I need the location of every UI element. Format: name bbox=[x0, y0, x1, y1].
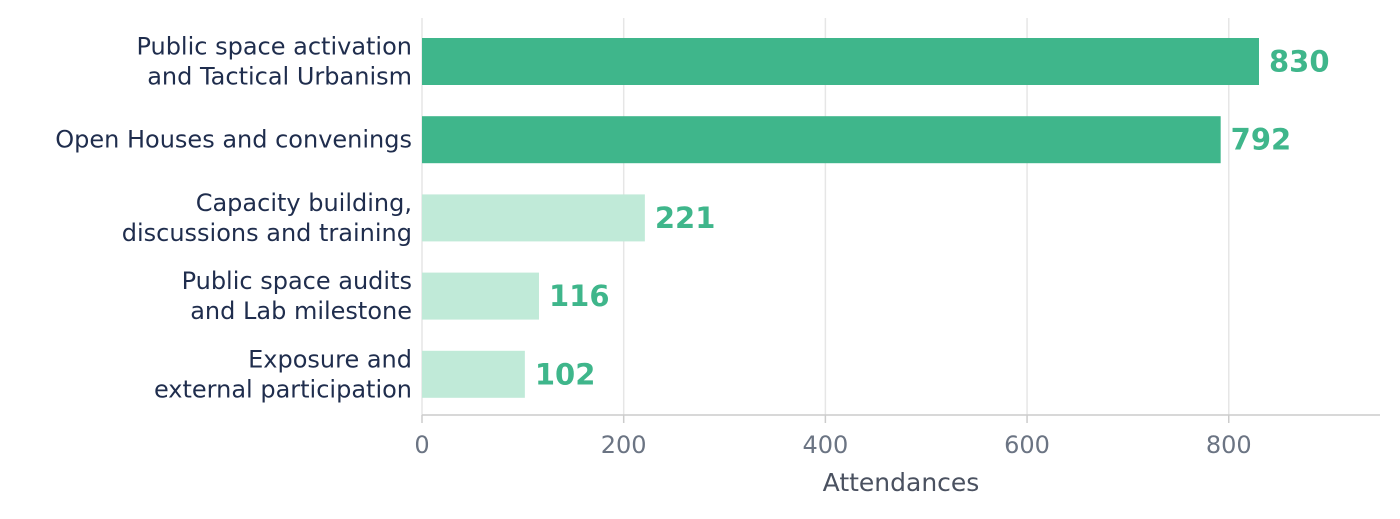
x-tick-label: 200 bbox=[601, 431, 647, 459]
category-label: Capacity building, bbox=[196, 189, 412, 217]
category-label: discussions and training bbox=[122, 219, 412, 247]
x-axis-title: Attendances bbox=[823, 468, 980, 497]
category-label: Public space activation bbox=[136, 33, 412, 61]
category-label: Open Houses and convenings bbox=[55, 126, 412, 154]
value-label: 830 bbox=[1269, 45, 1330, 79]
value-label: 221 bbox=[655, 201, 716, 235]
bar bbox=[422, 272, 539, 320]
x-axis-ticks: 0 200 400 600 800 bbox=[414, 415, 1252, 459]
value-label: 116 bbox=[549, 279, 610, 313]
x-tick-label: 0 bbox=[414, 431, 429, 459]
x-tick-label: 400 bbox=[802, 431, 848, 459]
bars bbox=[422, 38, 1259, 398]
x-tick-label: 600 bbox=[1004, 431, 1050, 459]
category-label: and Lab milestone bbox=[190, 297, 412, 325]
category-label: Public space audits bbox=[182, 267, 412, 295]
x-tick-label: 800 bbox=[1206, 431, 1252, 459]
bar bbox=[422, 38, 1259, 85]
category-label: Exposure and bbox=[248, 345, 412, 373]
bar bbox=[422, 350, 525, 398]
bar bbox=[422, 116, 1221, 164]
category-label: and Tactical Urbanism bbox=[147, 63, 412, 91]
category-label: external participation bbox=[154, 375, 412, 403]
value-label: 792 bbox=[1231, 123, 1292, 157]
value-label: 102 bbox=[535, 357, 596, 391]
bar bbox=[422, 194, 645, 242]
value-labels: 830 792 221 116 102 bbox=[535, 45, 1330, 392]
